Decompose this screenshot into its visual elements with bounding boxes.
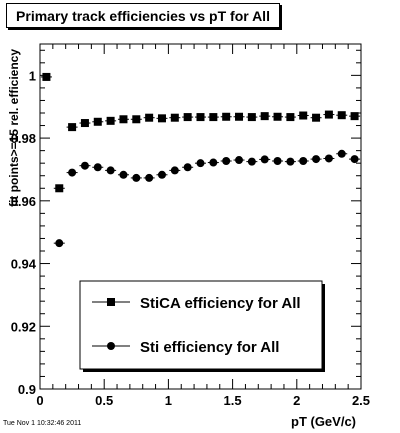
data-point-square	[93, 117, 102, 126]
data-point-circle	[312, 155, 321, 164]
data-point-square	[80, 119, 89, 128]
x-tick-label: 0	[36, 393, 43, 408]
data-point-circle	[183, 163, 192, 172]
x-tick-label: 0.5	[95, 393, 113, 408]
y-axis-label: fit points>=15 rel. efficiency	[7, 49, 21, 207]
legend-marker-square	[107, 298, 115, 306]
data-point-square	[68, 123, 77, 132]
data-point-square	[42, 72, 51, 81]
legend: StiCA efficiency for All Sti efficiency f…	[79, 280, 325, 372]
data-point-square	[183, 113, 192, 122]
axes: 0 0.5 1 1.5 2 2.5 0.9 0.92 0.94 0.96 0.98 1	[11, 44, 370, 408]
data-point-square	[312, 113, 321, 122]
data-point-square	[337, 111, 346, 120]
data-point-circle	[55, 239, 64, 248]
y-tick-label: 1	[29, 68, 36, 83]
data-point-square	[196, 113, 205, 122]
data-point-square	[299, 111, 308, 120]
data-point-square	[286, 113, 295, 122]
data-point-circle	[299, 156, 308, 165]
x-tick-label: 2	[293, 393, 300, 408]
y-tick-label: 0.96	[11, 194, 36, 209]
data-point-circle	[196, 159, 205, 168]
legend-shadow	[322, 284, 325, 372]
data-point-square	[106, 116, 115, 125]
legend-box	[79, 280, 323, 370]
legend-marker-circle	[107, 342, 115, 350]
data-point-circle	[80, 161, 89, 170]
data-point-circle	[157, 170, 166, 179]
data-point-square	[157, 114, 166, 123]
y-tick-label: 0.98	[11, 131, 36, 146]
plot-frame	[39, 43, 362, 390]
data-point-circle	[132, 173, 141, 182]
data-point-circle	[68, 168, 77, 177]
data-point-square	[324, 110, 333, 119]
x-tick-label: 1	[165, 393, 172, 408]
data-point-circle	[247, 157, 256, 166]
data-point-circle	[209, 158, 218, 167]
data-point-square	[260, 112, 269, 121]
data-point-circle	[273, 156, 282, 165]
data-point-circle	[106, 166, 115, 175]
data-point-square	[209, 113, 218, 122]
data-point-circle	[286, 157, 295, 166]
data-point-square	[235, 112, 244, 121]
data-point-circle	[350, 155, 359, 164]
data-point-circle	[222, 156, 231, 165]
data-point-circle	[170, 166, 179, 175]
x-axis-label: pT (GeV/c)	[291, 414, 357, 429]
y-tick-label: 0.94	[11, 257, 37, 272]
chart-title: Primary track efficiencies vs pT for All	[6, 3, 280, 28]
data-point-square	[273, 112, 282, 121]
data-point-square	[55, 184, 64, 193]
data-point-circle	[324, 154, 333, 163]
data-point-circle	[119, 170, 128, 179]
data-point-circle	[260, 155, 269, 164]
data-point-square	[222, 112, 231, 121]
data-point-square	[132, 115, 141, 124]
data-point-square	[350, 112, 359, 121]
data-point-square	[119, 115, 128, 124]
data-marks	[40, 72, 361, 248]
data-point-square	[170, 113, 179, 122]
x-tick-label: 1.5	[224, 393, 242, 408]
y-tick-label: 0.9	[18, 382, 36, 397]
timestamp: Tue Nov 1 10:32:46 2011	[3, 420, 82, 427]
legend-shadow-bottom	[83, 369, 325, 372]
data-point-circle	[235, 156, 244, 165]
legend-label: StiCA efficiency for All	[140, 295, 301, 312]
x-tick-label: 2.5	[352, 393, 370, 408]
y-tick-label: 0.92	[11, 319, 36, 334]
data-point-square	[247, 113, 256, 122]
data-point-square	[145, 113, 154, 122]
data-point-circle	[93, 163, 102, 172]
data-point-circle	[145, 173, 154, 182]
legend-label: Sti efficiency for All	[140, 339, 279, 356]
data-point-circle	[337, 149, 346, 158]
